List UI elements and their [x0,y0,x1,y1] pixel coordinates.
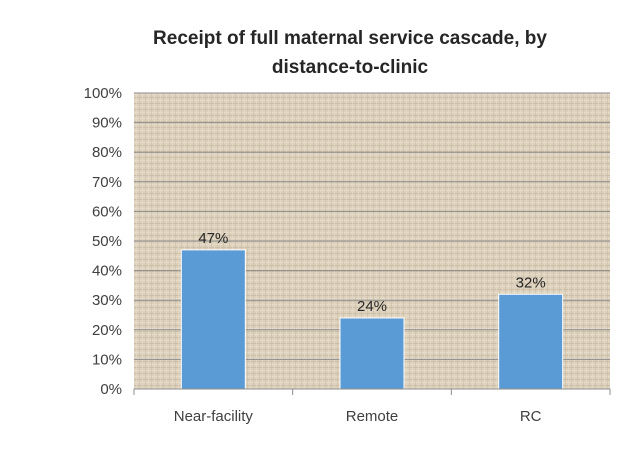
y-tick-label: 70% [92,174,122,191]
chart-title-line-1: Receipt of full maternal service cascade… [153,28,547,49]
y-tick-label: 90% [92,115,122,132]
chart-title-line-2: distance-to-clinic [271,57,429,78]
y-tick-label: 40% [92,263,122,280]
x-tick-label: Remote [346,408,399,425]
data-label: 32% [516,274,546,291]
x-tick-label: Near-facility [174,408,254,425]
bar-near-facility [180,249,246,390]
bar-remote [339,317,405,390]
x-tick-label: RC [520,408,542,425]
data-label: 47% [198,230,228,247]
y-tick-label: 0% [100,381,122,398]
y-tick-label: 30% [92,292,122,309]
y-tick-label: 20% [92,322,122,339]
chart-title: Receipt of full maternal service cascade… [70,24,630,82]
y-tick-label: 80% [92,144,122,161]
y-tick-label: 60% [92,203,122,220]
y-tick-label: 10% [92,351,122,368]
data-label: 24% [357,298,387,315]
y-tick-label: 100% [84,85,122,102]
y-tick-label: 50% [92,233,122,250]
bar-rc [498,293,564,390]
